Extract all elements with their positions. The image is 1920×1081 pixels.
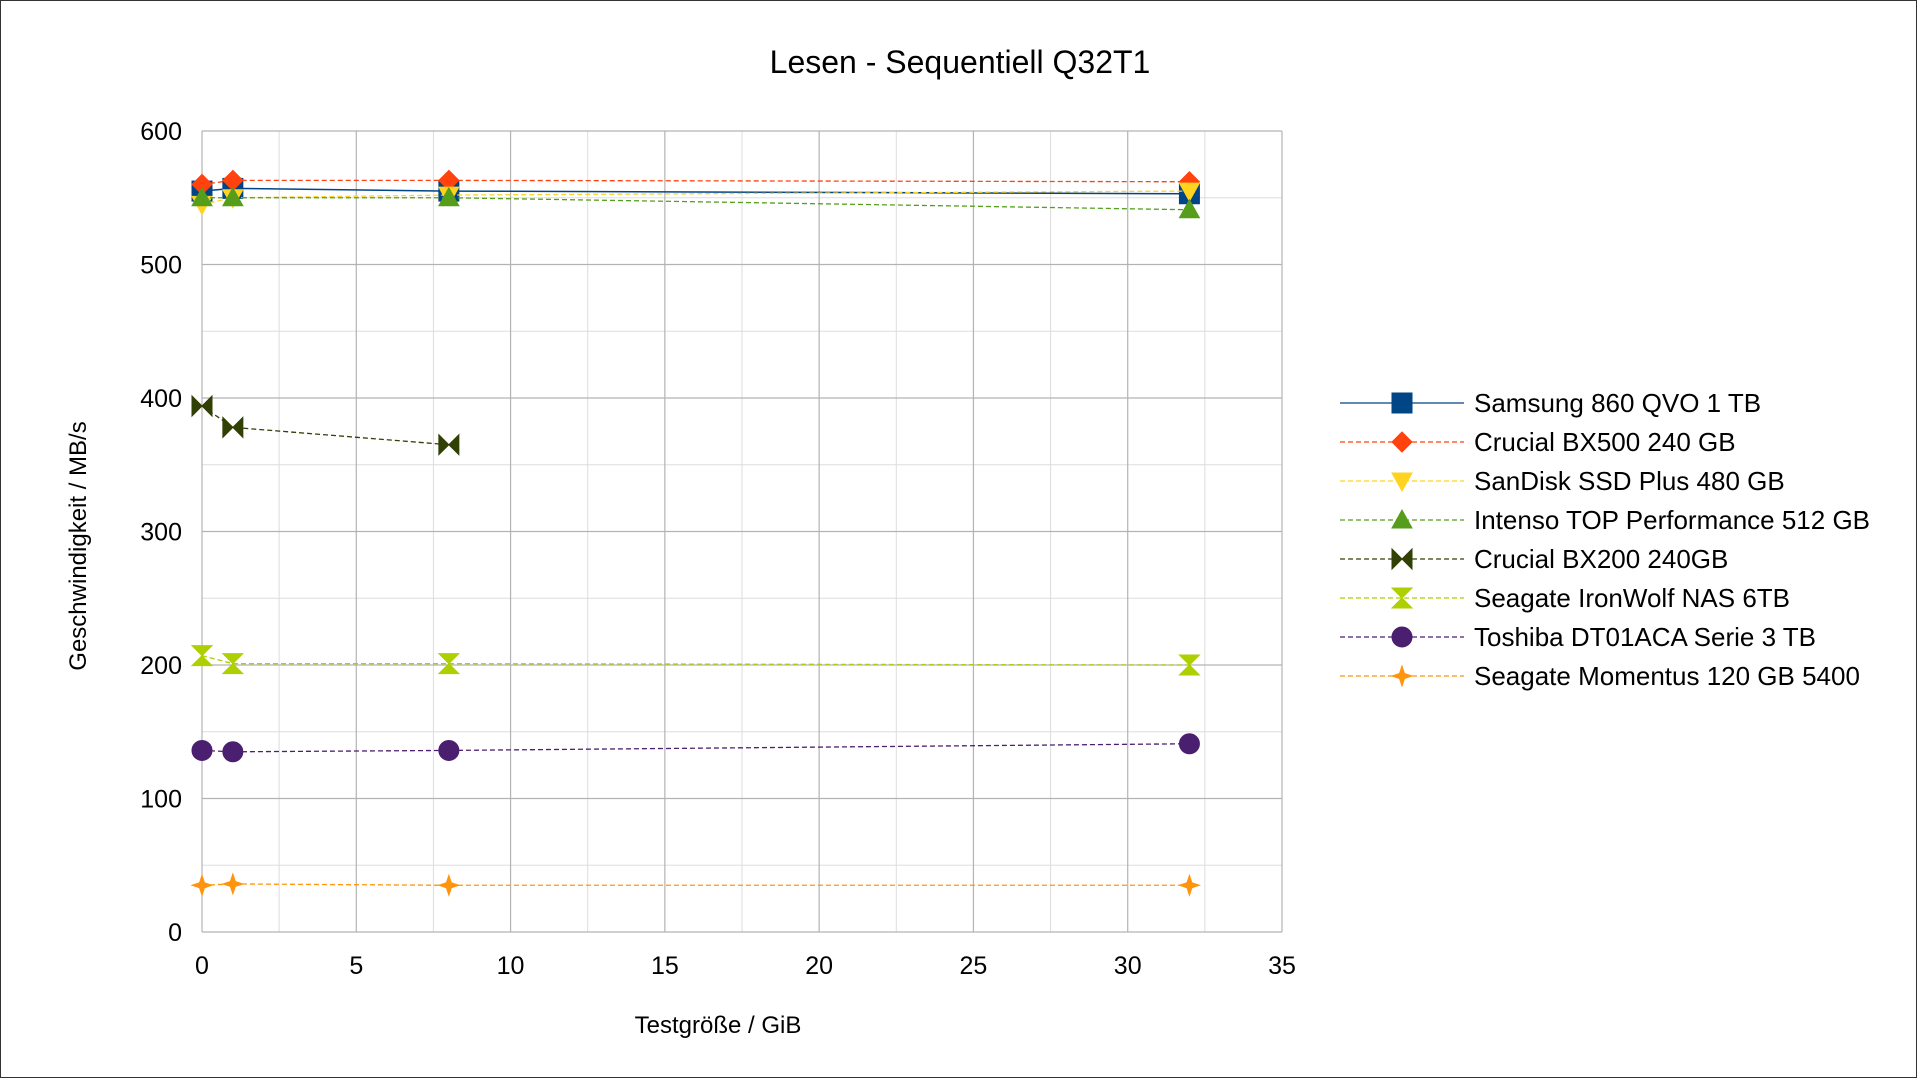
axes: 0 100 200 300 400 500 600 0 5 10 15 20 25 30 35 bbox=[140, 118, 1296, 980]
series-line bbox=[201, 190, 1190, 206]
legend-item: Toshiba DT01ACA Serie 3 TB bbox=[1340, 622, 1816, 652]
legend-marker bbox=[1390, 597, 1414, 609]
legend-marker bbox=[1391, 392, 1413, 414]
y-tick-label: 600 bbox=[140, 118, 182, 146]
legend: Samsung 860 QVO 1 TB Crucial BX500 240 GB… bbox=[1340, 388, 1870, 691]
y-tick-label: 500 bbox=[140, 252, 182, 280]
legend-label: Samsung 860 QVO 1 TB bbox=[1474, 388, 1761, 418]
series-line bbox=[201, 179, 1190, 186]
data-point bbox=[438, 433, 450, 456]
legend-item: Seagate Momentus 120 GB 5400 bbox=[1340, 661, 1860, 691]
data-point bbox=[1178, 664, 1201, 676]
legend-marker bbox=[1391, 431, 1413, 453]
data-point bbox=[221, 653, 245, 665]
data-point bbox=[222, 416, 234, 439]
legend-marker bbox=[1390, 664, 1414, 688]
legend-marker bbox=[1391, 626, 1413, 648]
y-axis-label: Geschwindigkeit / MB/s bbox=[65, 421, 92, 670]
data-point bbox=[1178, 198, 1201, 219]
data-point bbox=[222, 741, 244, 763]
legend-label: Seagate IronWolf NAS 6TB bbox=[1474, 583, 1790, 613]
series-7 bbox=[191, 733, 1200, 763]
legend-label: Toshiba DT01ACA Serie 3 TB bbox=[1474, 622, 1816, 652]
data-point bbox=[438, 186, 460, 207]
legend-marker bbox=[1391, 472, 1413, 493]
data-point bbox=[438, 739, 460, 761]
data-point bbox=[232, 416, 244, 439]
legend-item: Crucial BX500 240 GB bbox=[1340, 427, 1736, 457]
data-point bbox=[1178, 733, 1200, 755]
series-4 bbox=[191, 186, 1201, 219]
series-area bbox=[190, 169, 1202, 897]
x-tick-label: 15 bbox=[651, 952, 679, 980]
legend-item: Samsung 860 QVO 1 TB bbox=[1340, 388, 1761, 418]
data-point bbox=[190, 873, 214, 897]
data-point bbox=[191, 394, 203, 418]
x-tick-label: 5 bbox=[349, 952, 363, 980]
x-tick-label: 35 bbox=[1268, 952, 1296, 980]
y-tick-label: 0 bbox=[168, 919, 182, 947]
legend-label: SanDisk SSD Plus 480 GB bbox=[1474, 466, 1785, 496]
data-point bbox=[437, 662, 461, 675]
y-tick-label: 100 bbox=[140, 786, 182, 814]
legend-marker bbox=[1391, 547, 1403, 571]
series-5 bbox=[191, 394, 460, 456]
data-point bbox=[437, 873, 461, 897]
y-tick-label: 300 bbox=[140, 519, 182, 547]
data-point bbox=[190, 654, 214, 667]
x-axis-label: Testgröße / GiB bbox=[635, 1012, 802, 1039]
legend-label: Crucial BX500 240 GB bbox=[1474, 427, 1736, 457]
data-point bbox=[437, 653, 461, 665]
series-line bbox=[201, 655, 1190, 666]
x-tick-label: 20 bbox=[805, 952, 833, 980]
legend-label: Intenso TOP Performance 512 GB bbox=[1474, 505, 1870, 535]
series-3 bbox=[191, 182, 1201, 216]
series-6 bbox=[190, 645, 1201, 676]
data-point bbox=[1177, 873, 1202, 897]
x-tick-label: 10 bbox=[497, 952, 525, 980]
data-point bbox=[448, 433, 460, 456]
legend-item: Intenso TOP Performance 512 GB bbox=[1340, 505, 1870, 535]
series-line bbox=[201, 187, 1190, 195]
legend-item: SanDisk SSD Plus 480 GB bbox=[1340, 466, 1785, 496]
series-line bbox=[201, 883, 1190, 886]
data-point bbox=[191, 739, 213, 761]
legend-label: Seagate Momentus 120 GB 5400 bbox=[1474, 661, 1860, 691]
y-tick-label: 200 bbox=[140, 652, 182, 680]
legend-marker bbox=[1391, 508, 1413, 529]
x-tick-label: 25 bbox=[960, 952, 988, 980]
data-point bbox=[201, 394, 213, 418]
legend-marker bbox=[1401, 547, 1413, 571]
data-point bbox=[222, 186, 244, 207]
series-line bbox=[201, 743, 1190, 753]
legend-item: Crucial BX200 240GB bbox=[1340, 544, 1728, 574]
series-2 bbox=[191, 169, 1201, 196]
x-tick-label: 30 bbox=[1114, 952, 1142, 980]
grid bbox=[201, 130, 1283, 933]
legend-label: Crucial BX200 240GB bbox=[1474, 544, 1728, 574]
y-tick-label: 400 bbox=[140, 385, 182, 413]
series-8 bbox=[190, 872, 1202, 897]
x-tick-label: 0 bbox=[195, 952, 209, 980]
data-point bbox=[1178, 654, 1201, 666]
data-point bbox=[1178, 182, 1201, 203]
legend-item: Seagate IronWolf NAS 6TB bbox=[1340, 583, 1790, 613]
series-1 bbox=[191, 177, 1200, 205]
data-point bbox=[190, 645, 214, 657]
chart-title: Lesen - Sequentiell Q32T1 bbox=[770, 44, 1151, 80]
series-line bbox=[202, 197, 1190, 211]
data-point bbox=[191, 186, 213, 207]
legend-marker bbox=[1390, 587, 1414, 599]
data-point bbox=[221, 662, 245, 675]
data-point bbox=[221, 872, 245, 896]
